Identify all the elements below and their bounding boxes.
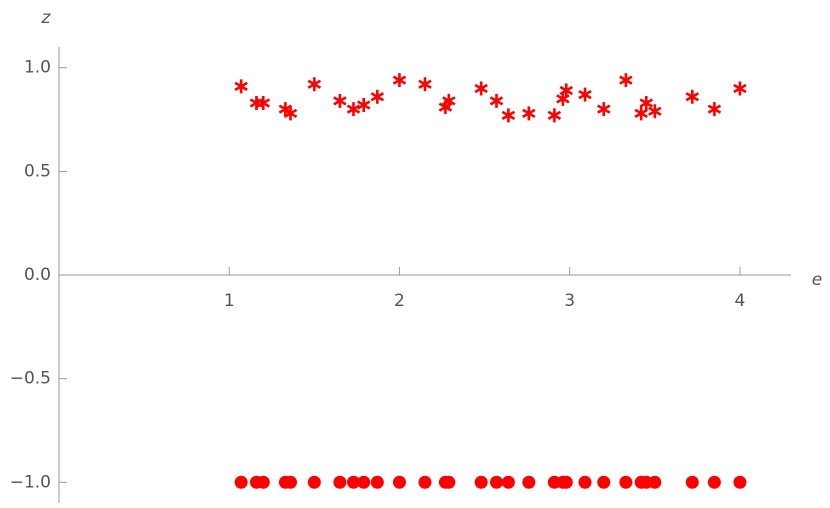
point xyxy=(501,475,515,489)
point xyxy=(357,475,371,489)
point xyxy=(489,93,504,108)
point xyxy=(559,83,574,98)
point xyxy=(619,73,633,88)
point xyxy=(547,108,562,123)
point xyxy=(418,475,432,489)
point xyxy=(333,93,347,108)
point xyxy=(307,77,322,92)
point xyxy=(648,104,662,119)
point xyxy=(357,98,371,113)
point xyxy=(234,475,248,489)
point xyxy=(559,475,573,489)
x-axis-label: e xyxy=(812,270,822,290)
point xyxy=(370,89,385,104)
point xyxy=(578,475,592,489)
point xyxy=(522,106,536,121)
point xyxy=(392,73,407,88)
point xyxy=(256,95,270,110)
point xyxy=(619,475,633,489)
y-axis-label: z xyxy=(41,8,52,28)
point xyxy=(648,475,662,489)
point xyxy=(733,81,747,96)
point xyxy=(346,102,361,117)
point xyxy=(707,102,722,117)
point xyxy=(256,475,270,489)
point xyxy=(392,475,406,489)
point xyxy=(685,89,699,104)
point xyxy=(347,475,361,489)
point xyxy=(370,475,384,489)
point xyxy=(418,77,432,92)
x-tick-label: 4 xyxy=(735,291,746,311)
point xyxy=(501,108,516,123)
point xyxy=(284,475,298,489)
point xyxy=(597,102,611,117)
point xyxy=(733,475,747,489)
point xyxy=(578,87,592,102)
point xyxy=(685,475,699,489)
y-tick-label: −1.0 xyxy=(10,472,51,492)
y-tick-label: 1.0 xyxy=(24,58,51,78)
x-tick-label: 3 xyxy=(564,291,575,311)
y-tick-label: 0.5 xyxy=(24,161,51,181)
x-tick-label: 2 xyxy=(394,291,405,311)
point xyxy=(333,475,347,489)
point xyxy=(474,81,488,96)
point xyxy=(489,475,503,489)
point xyxy=(442,475,456,489)
point xyxy=(639,95,654,110)
point xyxy=(307,475,321,489)
x-tick-label: 1 xyxy=(224,291,235,311)
point xyxy=(522,475,536,489)
point xyxy=(634,106,648,121)
point xyxy=(442,93,456,108)
point xyxy=(283,106,298,121)
point xyxy=(474,475,488,489)
y-tick-label: −0.5 xyxy=(10,369,51,389)
point xyxy=(597,475,611,489)
point xyxy=(707,475,721,489)
y-tick-label: 0.0 xyxy=(24,265,51,285)
point xyxy=(234,79,248,94)
